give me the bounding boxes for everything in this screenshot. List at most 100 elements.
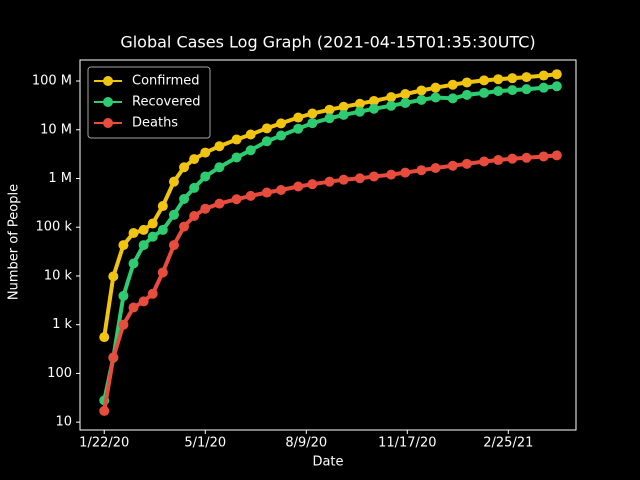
data-point — [128, 302, 139, 313]
data-point — [118, 240, 129, 251]
series-line — [102, 72, 558, 338]
data-point — [99, 405, 110, 416]
data-point — [138, 240, 149, 251]
data-point — [147, 218, 158, 229]
data-point — [293, 123, 304, 134]
data-point — [261, 187, 272, 198]
data-point — [276, 130, 287, 141]
data-point — [245, 145, 256, 156]
x-tick-label: 1/22/20 — [79, 436, 129, 451]
data-point — [231, 194, 242, 205]
series-line — [102, 84, 558, 401]
data-point — [551, 150, 562, 161]
data-point — [324, 104, 335, 115]
data-point — [521, 84, 532, 95]
y-tick-label: 10 M — [40, 122, 72, 137]
data-point — [493, 86, 504, 97]
data-point — [307, 118, 318, 129]
series-line — [102, 153, 557, 412]
data-point — [338, 174, 349, 185]
data-point — [179, 221, 190, 232]
data-point — [338, 109, 349, 120]
data-point — [551, 81, 562, 92]
data-point — [189, 182, 200, 193]
data-point — [214, 141, 225, 152]
data-point — [368, 103, 379, 114]
data-point — [214, 162, 225, 173]
legend-marker — [103, 97, 113, 107]
data-point — [368, 171, 379, 182]
legend-label: Deaths — [132, 116, 178, 131]
data-point — [507, 85, 518, 96]
y-tick-label: 10 — [55, 415, 72, 430]
data-point — [147, 288, 158, 299]
data-point — [430, 163, 441, 174]
data-point — [261, 123, 272, 134]
data-point — [538, 82, 549, 93]
legend-label: Confirmed — [132, 74, 200, 89]
data-point — [461, 89, 472, 100]
data-point — [430, 92, 441, 103]
data-point — [324, 113, 335, 124]
data-point — [507, 73, 518, 84]
chart-title: Global Cases Log Graph (2021-04-15T01:35… — [120, 33, 535, 52]
data-point — [168, 209, 179, 220]
data-point — [416, 165, 427, 176]
y-tick-label: 100 M — [32, 74, 72, 89]
data-point — [386, 92, 397, 103]
data-point — [293, 112, 304, 123]
data-point — [416, 94, 427, 105]
data-point — [138, 224, 149, 235]
data-point — [214, 198, 225, 209]
data-point — [99, 332, 110, 343]
data-point — [400, 97, 411, 108]
data-point — [168, 176, 179, 187]
data-point — [157, 267, 168, 278]
data-point — [479, 75, 490, 86]
data-point — [276, 118, 287, 129]
data-point — [354, 173, 365, 184]
data-point — [138, 296, 149, 307]
y-tick-label: 100 k — [36, 220, 73, 235]
y-tick-label: 1 M — [48, 171, 72, 186]
x-tick-label: 5/1/20 — [184, 436, 226, 451]
y-tick-label: 10 k — [44, 268, 73, 283]
data-point — [231, 152, 242, 163]
data-point — [461, 158, 472, 169]
data-point — [493, 155, 504, 166]
data-point — [551, 69, 562, 80]
x-axis-label: Date — [312, 455, 343, 470]
legend-marker — [103, 76, 113, 86]
data-point — [479, 156, 490, 167]
data-point — [386, 100, 397, 111]
data-point — [447, 160, 458, 171]
data-point — [261, 136, 272, 147]
data-point — [447, 79, 458, 90]
data-point — [200, 203, 211, 214]
y-tick-label: 1 k — [52, 317, 72, 332]
data-point — [447, 93, 458, 104]
data-point — [200, 171, 211, 182]
data-point — [354, 106, 365, 117]
x-tick-label: 8/9/20 — [285, 436, 327, 451]
data-point — [108, 271, 119, 282]
data-point — [538, 151, 549, 162]
data-point — [189, 154, 200, 165]
y-axis-label: Number of People — [7, 184, 22, 300]
x-tick-label: 11/17/20 — [378, 436, 436, 451]
data-point — [461, 77, 472, 88]
data-point — [386, 169, 397, 180]
legend-label: Recovered — [132, 95, 201, 110]
data-point — [200, 147, 211, 158]
data-point — [293, 181, 304, 192]
data-point — [179, 193, 190, 204]
legend-marker — [103, 118, 113, 128]
data-point — [189, 210, 200, 221]
data-point — [179, 162, 190, 173]
data-point — [157, 201, 168, 212]
data-point — [118, 319, 129, 330]
data-point — [400, 167, 411, 178]
data-point — [368, 95, 379, 106]
